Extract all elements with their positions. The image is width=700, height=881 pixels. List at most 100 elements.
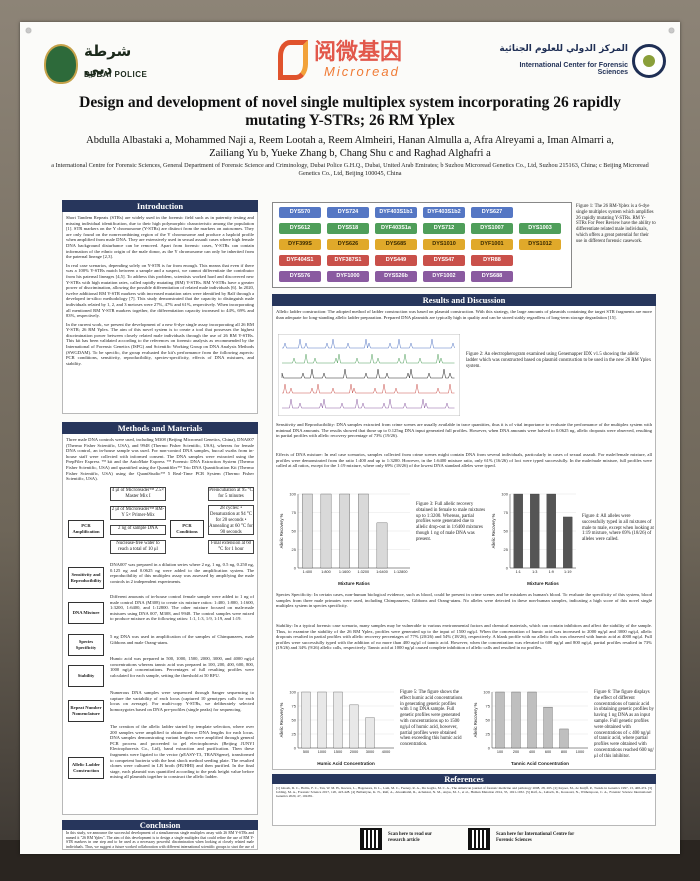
step-ladder-label: Allelic Ladder Construction [68, 757, 104, 779]
pcr-item-2: 2 μl of Microreader™ RM-Y 5× Primer-Mix [110, 506, 166, 520]
epg-trace [281, 368, 455, 379]
y-tick-label: 50 [486, 718, 491, 723]
marker-chip: DYS724 [327, 207, 369, 218]
bar [320, 493, 332, 569]
qr-code-article[interactable] [360, 828, 382, 850]
pcr-item-1: 4 μl of Microreader™ 2.5× Master Mix I [110, 487, 166, 501]
marker-chip: DYF1002 [423, 271, 465, 282]
marker-chip: DYS627 [471, 207, 513, 218]
intro-paragraph-3: In the current work, we present the deve… [66, 321, 254, 366]
pin-top-left [26, 28, 31, 33]
step-species-label: Species Specificity [68, 634, 104, 656]
marker-chip: DYS1003 [519, 223, 561, 234]
x-tick-label: 1:6400 [376, 570, 388, 574]
authors-line-1: Abdulla Albastaki a, Mohammed Naji a, Re… [86, 135, 614, 146]
pcr-item-4: Nuclease-free water to reach a total of … [110, 540, 166, 554]
step-dna-mixture-label: DNA Mixture [68, 602, 104, 624]
x-tick-label: 600 [545, 750, 551, 754]
bar [543, 706, 553, 749]
conclusion-header: Conclusion [62, 820, 258, 830]
bar [301, 691, 311, 749]
y-tick-label: 100 [289, 690, 296, 695]
step-stability-text: Humic acid was prepared in 500, 1000, 15… [110, 656, 254, 678]
epg-trace [282, 353, 455, 364]
authors-line-2: Zailiang Yu b, Yueke Zhang b, Chang Shu … [209, 148, 491, 159]
y-axis-label: Allelic Recovery % [279, 513, 284, 548]
condition-item-2: 28 cycles: • Denaturation at 94 °C for 2… [208, 505, 254, 535]
x-axis-label: Mixture Ratios [338, 581, 370, 586]
x-tick-label: 1:800 [321, 570, 331, 574]
marker-chip: DYS1007 [471, 223, 513, 234]
marker-chip: DYF403S1a [375, 223, 417, 234]
qr-icfs-label: Scan here for International Centre for F… [496, 832, 575, 843]
x-tick-label: 500 [303, 750, 309, 754]
x-tick-label: 200 [513, 750, 519, 754]
y-tick-label: 100 [289, 492, 296, 497]
conclusion-text: In this study, we announce the successfu… [66, 831, 254, 849]
icfs-seal-icon [632, 44, 666, 78]
step-sensitivity-text: DNA007 was prepared in a dilution series… [110, 562, 254, 584]
marker-chip: DYS526b [375, 271, 417, 282]
methods-intro-text: Three male DNA controls were used, inclu… [66, 437, 254, 482]
x-tick-label: 1:19 [564, 570, 571, 574]
bar [513, 493, 523, 569]
bar [559, 728, 569, 749]
x-tick-label: 3000 [366, 750, 374, 754]
bar [511, 691, 521, 749]
marker-chip: DYS688 [471, 271, 513, 282]
marker-chip: DYS547 [423, 255, 465, 266]
marker-chip: DYS1012 [519, 239, 561, 250]
introduction-header: Introduction [62, 200, 258, 212]
marker-chip: DYS712 [423, 223, 465, 234]
step-nomenclature-label: Repeat Number Nomenclature [68, 700, 104, 722]
figure-3-caption: Figure 3: Full allelic recovery obtained… [416, 502, 486, 542]
icfs-english: International Center for Forensic Scienc… [519, 62, 628, 76]
x-axis-label: Mixture Ratios [527, 581, 559, 586]
intro-paragraph-2: In real case scenarios, depending solely… [66, 262, 254, 319]
x-tick-label: 400 [529, 750, 535, 754]
x-axis-label: Tannic Acid Concentration [511, 761, 569, 766]
x-tick-label: 800 [561, 750, 567, 754]
qr-code-icfs[interactable] [468, 828, 490, 850]
poster-title: Design and development of novel single m… [79, 94, 621, 129]
bar [349, 704, 359, 749]
x-tick-label: 1:1600 [339, 570, 351, 574]
results-header: Results and Discussion [272, 294, 656, 306]
mixture-text: Effects of DNA mixture: In real case sce… [276, 452, 652, 469]
microread-chinese: 阅微基因 [314, 40, 403, 65]
stability-text: Stability: In a typical forensic case sc… [276, 623, 652, 651]
y-axis-label: Allelic Recovery % [491, 513, 496, 548]
bar [530, 493, 540, 569]
figure-6-chart: 0 25 50 75 100 100 200 400 600 800 1000 Tannic Acid… [472, 686, 592, 768]
x-tick-label: 1:3200 [358, 570, 370, 574]
condition-item-1: Preincubation at 95 °C for 5 minutes [208, 487, 254, 501]
bar [563, 516, 573, 569]
marker-chip: DYS570 [279, 207, 321, 218]
pcr-item-3: 2 ng of sample DNA [110, 525, 166, 535]
bar [376, 522, 388, 569]
step-ladder-text: The creation of the allelic ladder start… [110, 724, 254, 780]
introduction-text: Short Tandem Repeats (STRs) are widely u… [66, 215, 254, 412]
marker-chip: DYR88 [471, 255, 513, 266]
y-tick-label: 75 [504, 510, 509, 515]
marker-chip: DYS576 [279, 271, 321, 282]
x-tick-label: 2000 [350, 750, 358, 754]
y-tick-label: 25 [292, 547, 297, 552]
marker-chip: DYF399S [279, 239, 321, 250]
y-tick-label: 75 [292, 510, 297, 515]
pcr-conditions-label: PCR Conditions [170, 520, 204, 538]
bar [317, 691, 327, 749]
y-axis-label: Allelic Recovery % [473, 702, 478, 737]
marker-chip: DYS449 [375, 255, 417, 266]
microread-logo: 阅微基因 Microread [278, 34, 428, 90]
figure-1-caption: Figure 1: The 26 RM-Yplex is a 6-dye sin… [576, 204, 656, 244]
species-text: Species Specificity: In certain cases, n… [276, 592, 652, 609]
x-tick-label: 1:1 [516, 570, 521, 574]
bar [358, 493, 369, 569]
bar [302, 493, 313, 569]
y-tick-label: 25 [292, 732, 297, 737]
icfs-logo: المركز الدولي للعلوم الجنائية Internatio… [498, 44, 668, 88]
y-tick-label: 0 [488, 746, 491, 751]
y-tick-label: 75 [486, 704, 491, 709]
introduction-box [62, 200, 258, 414]
